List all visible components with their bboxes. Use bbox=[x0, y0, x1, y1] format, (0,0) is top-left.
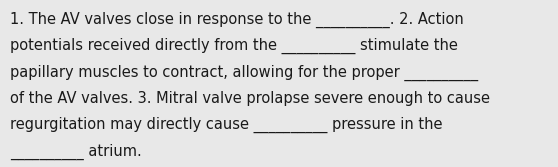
Text: potentials received directly from the __________ stimulate the: potentials received directly from the __… bbox=[10, 38, 458, 54]
Text: regurgitation may directly cause __________ pressure in the: regurgitation may directly cause _______… bbox=[10, 117, 442, 133]
Text: papillary muscles to contract, allowing for the proper __________: papillary muscles to contract, allowing … bbox=[10, 64, 478, 81]
Text: __________ atrium.: __________ atrium. bbox=[10, 144, 142, 160]
Text: of the AV valves. 3. Mitral valve prolapse severe enough to cause: of the AV valves. 3. Mitral valve prolap… bbox=[10, 91, 490, 106]
Text: 1. The AV valves close in response to the __________. 2. Action: 1. The AV valves close in response to th… bbox=[10, 12, 464, 28]
